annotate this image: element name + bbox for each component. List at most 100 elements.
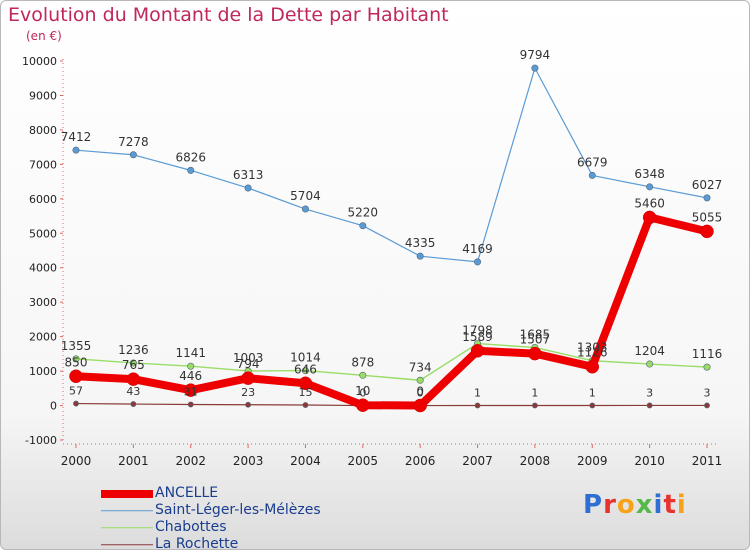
y-tick-label: 1000 <box>29 365 57 378</box>
data-point <box>700 224 714 239</box>
data-label: 1141 <box>175 346 206 360</box>
legend-swatch <box>101 526 153 529</box>
data-label: 23 <box>241 386 255 399</box>
chart-title: Evolution du Montant de la Dette par Hab… <box>8 4 449 26</box>
data-point <box>183 383 198 397</box>
data-point <box>646 360 654 368</box>
y-tick-label: 7000 <box>29 158 57 171</box>
data-label: 1 <box>474 387 481 400</box>
data-label: 5704 <box>290 189 321 203</box>
data-point <box>646 183 654 191</box>
data-point <box>129 151 137 159</box>
data-point <box>470 344 485 358</box>
legend-label: Chabottes <box>155 519 227 535</box>
data-label: 10 <box>355 384 370 398</box>
data-point <box>298 376 313 391</box>
data-point <box>301 205 309 213</box>
data-point <box>646 402 653 409</box>
x-tick-label: 2007 <box>462 454 493 468</box>
data-label: 31 <box>184 385 198 398</box>
y-tick-label: 10000 <box>22 55 57 68</box>
x-tick-label: 2011 <box>692 454 723 468</box>
data-point <box>359 222 367 230</box>
logo-letter: t <box>663 490 677 520</box>
data-point <box>589 402 596 409</box>
x-tick-label: 2001 <box>118 454 149 468</box>
legend-label: ANCELLE <box>155 485 219 501</box>
data-label: 765 <box>122 358 145 372</box>
data-label: 43 <box>126 385 140 398</box>
y-tick-label: 2000 <box>29 331 57 344</box>
x-tick-label: 2010 <box>634 454 665 468</box>
x-tick-label: 2000 <box>61 454 92 468</box>
data-label: 1 <box>531 387 538 400</box>
y-tick-label: 3000 <box>29 296 57 309</box>
data-point <box>69 369 83 384</box>
data-label: 0 <box>417 387 424 400</box>
y-tick-label: 8000 <box>29 124 57 137</box>
data-label: 734 <box>409 360 432 374</box>
x-tick-label: 2003 <box>233 454 264 468</box>
data-label: 0 <box>359 387 366 400</box>
data-label: 15 <box>298 386 312 399</box>
data-label: 850 <box>65 355 88 369</box>
data-label: 1303 <box>577 341 608 355</box>
data-point <box>703 194 711 202</box>
data-point <box>416 376 424 384</box>
logo-letter: P <box>583 490 604 520</box>
data-point <box>187 401 194 408</box>
data-point <box>302 402 309 408</box>
x-tick-label: 2009 <box>577 454 608 468</box>
data-point <box>72 146 80 154</box>
data-point <box>245 401 251 408</box>
data-label: 7278 <box>118 135 149 149</box>
data-label: 6313 <box>233 168 264 182</box>
y-tick-label: 5000 <box>29 227 57 240</box>
data-point <box>474 402 481 409</box>
x-tick-label: 2005 <box>348 454 379 468</box>
data-label: 1236 <box>118 343 149 357</box>
data-point <box>72 355 80 363</box>
data-label: 7412 <box>61 130 92 144</box>
data-point <box>359 371 367 379</box>
data-point <box>413 398 427 413</box>
logo-letter: i <box>676 490 687 520</box>
data-label: 1014 <box>290 351 321 365</box>
data-label: 1 <box>589 387 596 400</box>
data-label: 1685 <box>520 327 551 341</box>
data-label: 6027 <box>692 178 723 192</box>
data-label: 6348 <box>634 167 665 181</box>
data-label: 6826 <box>175 150 206 164</box>
logo-letter: i <box>653 490 664 520</box>
data-point <box>187 362 195 370</box>
data-point <box>528 346 542 361</box>
x-tick-label: 2004 <box>290 454 321 468</box>
y-tick-label: 9000 <box>29 89 57 102</box>
data-label: 5220 <box>348 206 379 220</box>
legend-label: Saint-Léger-les-Mélèzes <box>155 502 321 518</box>
data-label: 1126 <box>577 346 608 360</box>
data-point <box>241 371 255 385</box>
chart-subtitle: (en €) <box>26 29 62 43</box>
data-point <box>585 359 600 374</box>
x-tick-label: 2006 <box>405 454 436 468</box>
data-point <box>588 171 596 179</box>
data-label: 1355 <box>61 339 92 353</box>
series-line <box>75 342 708 381</box>
legend-label: La Rochette <box>155 536 239 550</box>
proxiti-logo: Proxiti <box>583 490 687 520</box>
legend-swatch <box>101 509 153 512</box>
data-point <box>642 210 657 225</box>
y-tick-label: -1000 <box>25 434 57 447</box>
data-label: 5460 <box>634 196 665 210</box>
y-tick-label: 4000 <box>29 262 57 275</box>
data-label: 5055 <box>692 210 723 224</box>
data-label: 3 <box>704 386 711 399</box>
y-tick-label: 6000 <box>29 193 57 206</box>
legend-swatch <box>101 489 153 498</box>
data-point <box>416 252 424 260</box>
data-label: 4169 <box>462 242 493 256</box>
data-label: 646 <box>294 362 317 376</box>
